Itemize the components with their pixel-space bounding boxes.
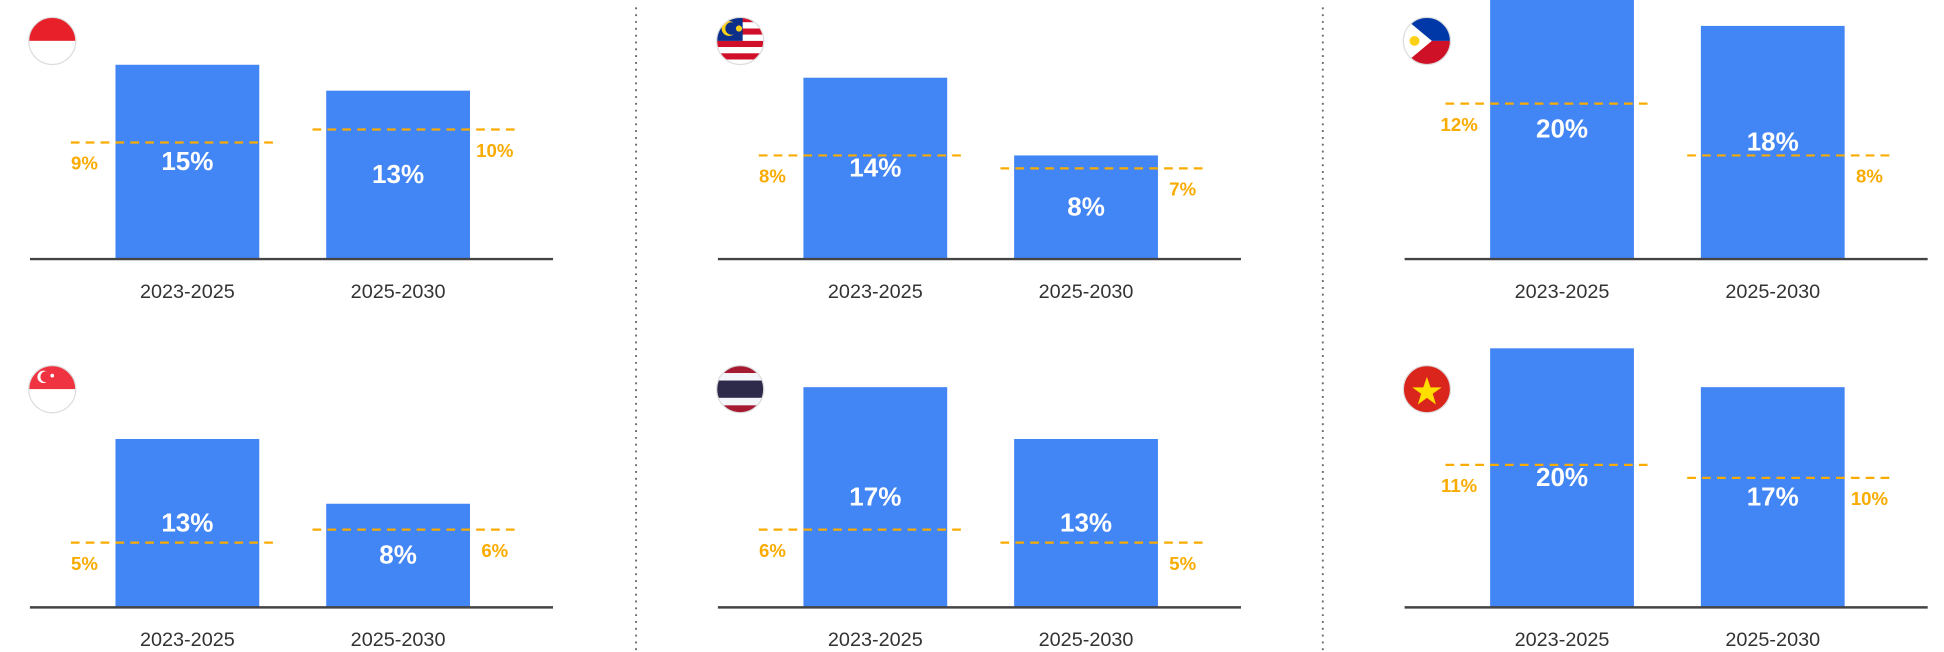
flag-part	[716, 53, 764, 60]
flag-outline	[28, 365, 77, 414]
flag-part	[50, 373, 55, 378]
flag-part	[716, 397, 764, 406]
x-tick-label: 2023-2025	[1515, 281, 1610, 303]
reference-label: 5%	[71, 553, 98, 574]
value-label: 20%	[1536, 462, 1588, 492]
flag-part	[40, 371, 52, 383]
flag-part	[28, 40, 76, 65]
flag-icon	[28, 365, 76, 413]
value-label: 17%	[1747, 481, 1799, 511]
flag-icon	[28, 17, 76, 65]
flag-icon	[716, 365, 764, 413]
flag-part	[716, 40, 764, 48]
x-tick-label: 2025-2030	[1725, 281, 1820, 303]
bar	[803, 387, 948, 608]
bar	[1014, 438, 1158, 608]
flag-part	[1409, 35, 1420, 46]
value-label: 14%	[849, 153, 901, 183]
reference-label: 6%	[759, 540, 786, 561]
flag-part	[725, 22, 738, 35]
bar	[326, 503, 470, 608]
x-tick-label: 2023-2025	[828, 629, 923, 651]
bar	[1490, 0, 1634, 260]
value-label: 15%	[161, 146, 213, 176]
flag-part	[716, 59, 764, 65]
value-label: 8%	[1067, 191, 1105, 221]
bar	[326, 90, 470, 260]
flag-part	[716, 373, 764, 381]
reference-label: 11%	[1441, 475, 1478, 496]
x-tick-label: 2025-2030	[1725, 629, 1820, 651]
reference-label: 5%	[1169, 553, 1196, 574]
x-tick-label: 2023-2025	[140, 629, 235, 651]
flag-part	[716, 380, 764, 398]
flag-outline	[716, 16, 765, 66]
bar	[1014, 155, 1158, 260]
bar	[1700, 387, 1845, 608]
x-tick-label: 2023-2025	[828, 281, 923, 303]
flag-icon	[1403, 17, 1451, 65]
flag-icon	[716, 17, 764, 65]
flag-part	[28, 389, 76, 413]
reference-label: 8%	[1856, 166, 1883, 187]
bar	[1490, 348, 1634, 608]
flag-part	[1412, 376, 1442, 405]
bar	[803, 77, 948, 260]
x-tick-label: 2025-2030	[1039, 281, 1134, 303]
x-tick-label: 2025-2030	[351, 281, 446, 303]
reference-label: 10%	[476, 140, 514, 161]
reference-label: 9%	[71, 153, 98, 174]
reference-label: 6%	[481, 540, 508, 561]
value-label: 8%	[379, 540, 417, 570]
x-tick-label: 2023-2025	[140, 281, 235, 303]
bar	[1700, 25, 1845, 260]
x-tick-label: 2025-2030	[351, 629, 446, 651]
value-label: 17%	[849, 481, 901, 511]
flag-part	[735, 25, 743, 32]
value-label: 13%	[1060, 507, 1112, 537]
flag-part	[28, 17, 76, 41]
reference-label: 12%	[1441, 114, 1479, 135]
flag-outline	[716, 365, 765, 414]
bar	[115, 64, 260, 260]
value-label: 20%	[1536, 114, 1588, 144]
flag-part	[716, 365, 764, 374]
flag-part	[716, 405, 764, 413]
flag-outline	[1402, 16, 1452, 66]
flag-icon	[1403, 365, 1451, 413]
reference-label: 10%	[1851, 488, 1889, 509]
value-label: 13%	[161, 507, 213, 537]
reference-label: 7%	[1169, 179, 1196, 200]
flag-outline	[28, 16, 77, 66]
x-tick-label: 2023-2025	[1515, 629, 1610, 651]
flag-outline	[1402, 365, 1452, 414]
flag-part	[716, 47, 764, 54]
x-tick-label: 2025-2030	[1039, 629, 1134, 651]
reference-label: 8%	[759, 166, 786, 187]
bar	[115, 438, 260, 608]
value-label: 13%	[372, 159, 424, 189]
value-label: 18%	[1747, 127, 1799, 157]
